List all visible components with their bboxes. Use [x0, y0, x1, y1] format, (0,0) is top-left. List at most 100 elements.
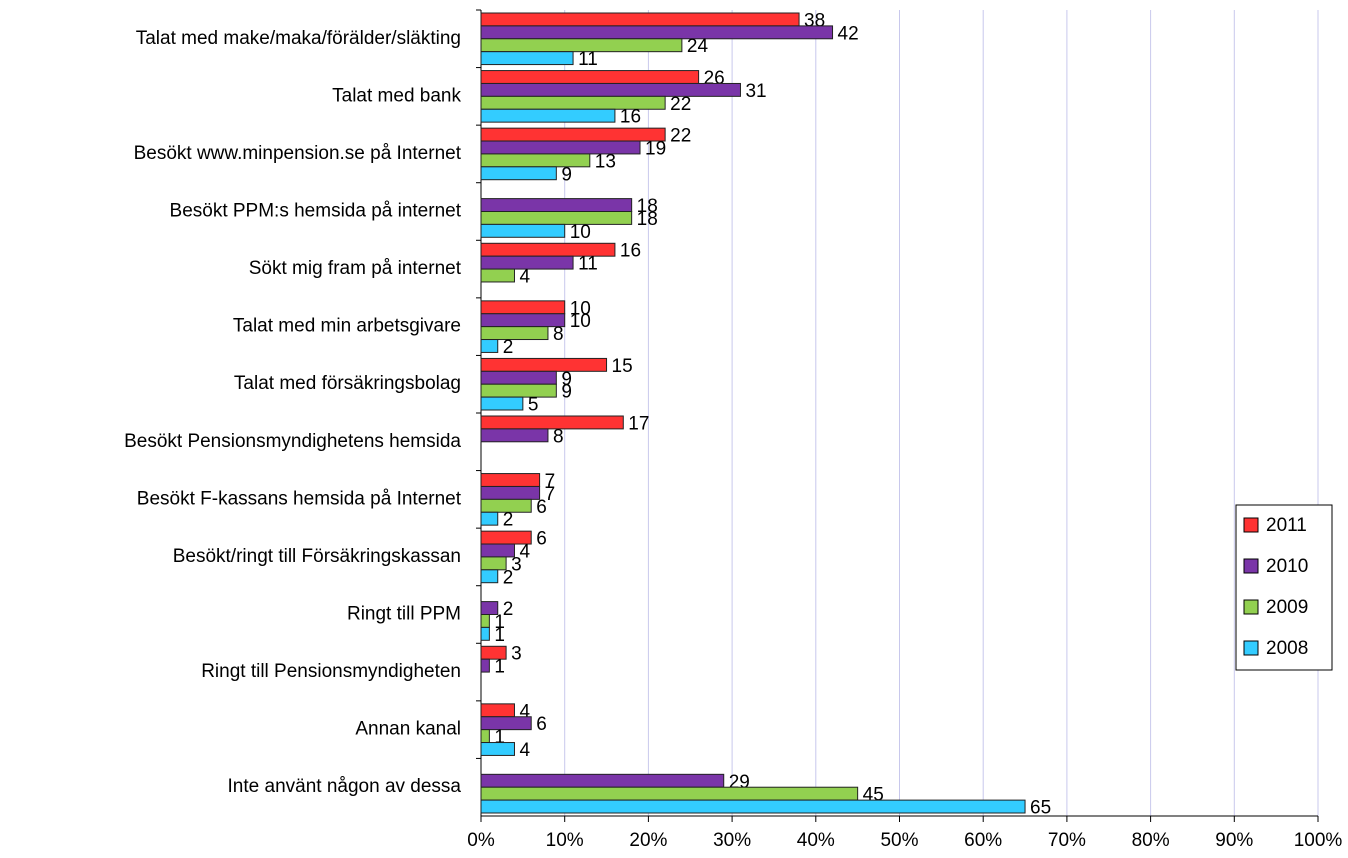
bar	[480, 339, 499, 353]
bar	[480, 12, 800, 27]
bar	[480, 473, 541, 487]
data-label: 42	[838, 23, 859, 44]
legend-label: 2011	[1266, 515, 1307, 536]
x-tick-label: 60%	[964, 830, 1002, 851]
data-label: 9	[561, 382, 572, 403]
legend-swatch	[1243, 599, 1259, 615]
data-label: 65	[1030, 798, 1051, 819]
y-tick-label: Besökt www.minpension.se på Internet	[134, 143, 462, 164]
data-label: 19	[645, 138, 666, 159]
data-label: 4	[519, 267, 530, 288]
data-label: 10	[570, 298, 591, 319]
legend-swatch	[1243, 558, 1259, 574]
data-label: 6	[536, 714, 547, 735]
bar	[480, 786, 859, 801]
data-label: 3	[511, 644, 522, 665]
data-label: 31	[745, 81, 766, 102]
bar	[480, 543, 515, 558]
bar	[480, 645, 507, 660]
x-tick-label: 70%	[1048, 830, 1086, 851]
data-label: 9	[561, 369, 572, 390]
y-tick-label: Besökt Pensionsmyndighetens hemsida	[124, 431, 461, 452]
data-label: 2	[503, 510, 514, 531]
bar	[480, 498, 532, 513]
bar	[480, 82, 741, 97]
data-label: 3	[511, 554, 522, 575]
bar	[480, 38, 683, 53]
bar	[480, 153, 591, 168]
bar	[480, 614, 490, 628]
legend-swatch	[1243, 640, 1259, 656]
bar	[480, 383, 557, 398]
x-tick-label: 90%	[1215, 830, 1253, 851]
data-label: 1	[494, 625, 505, 646]
x-tick-label: 20%	[629, 830, 667, 851]
bar	[480, 569, 499, 584]
bar	[480, 511, 499, 526]
data-label: 16	[620, 241, 641, 262]
y-tick-label: Besökt F-kassans hemsida på Internet	[137, 488, 462, 509]
y-tick-label: Besökt PPM:s hemsida på internet	[170, 201, 462, 222]
data-label: 7	[545, 484, 556, 505]
data-label: 6	[536, 529, 547, 550]
bar	[480, 658, 490, 673]
bar	[480, 108, 616, 123]
data-label: 16	[620, 107, 641, 128]
bar	[480, 198, 633, 213]
bar	[480, 326, 549, 341]
data-label: 8	[553, 426, 564, 447]
bar	[480, 370, 557, 385]
y-tick-label: Besökt/ringt till Försäkringskassan	[173, 546, 461, 567]
x-tick-label: 10%	[546, 830, 584, 851]
data-label: 4	[519, 541, 530, 562]
bar	[480, 70, 700, 84]
y-tick-label: Annan kanal	[355, 719, 461, 740]
data-label: 2	[503, 337, 514, 358]
y-tick-label: Ringt till PPM	[347, 604, 461, 625]
legend-swatch	[1243, 517, 1259, 533]
bar	[480, 742, 515, 756]
legend-label: 2010	[1266, 556, 1308, 577]
data-label: 24	[687, 36, 709, 57]
y-tick-label: Ringt till Pensionsmyndigheten	[201, 661, 461, 682]
data-label: 10	[570, 311, 591, 332]
data-label: 1	[494, 612, 505, 633]
data-label: 22	[670, 94, 691, 115]
legend-label: 2008	[1266, 638, 1308, 659]
bar	[480, 415, 624, 430]
bar	[480, 223, 566, 238]
bar	[480, 799, 1026, 814]
bar	[480, 485, 541, 500]
data-label: 11	[578, 49, 598, 70]
data-label: 17	[628, 413, 649, 434]
data-label: 15	[612, 356, 633, 377]
data-label: 13	[595, 151, 616, 172]
bar	[480, 396, 524, 411]
bar	[480, 773, 725, 788]
x-tick-label: 30%	[713, 830, 751, 851]
y-tick-label: Talat med make/maka/förälder/släkting	[136, 28, 461, 49]
x-tick-label: 0%	[467, 830, 495, 851]
bar	[480, 626, 490, 641]
bar	[480, 357, 608, 372]
bar	[480, 428, 549, 443]
data-label: 8	[553, 324, 564, 345]
x-tick-label: 40%	[797, 830, 835, 851]
y-tick-label: Inte använt någon av dessa	[228, 776, 462, 797]
data-label: 9	[561, 164, 572, 185]
data-label: 1	[494, 727, 505, 748]
data-label: 22	[670, 126, 691, 147]
bar	[480, 51, 574, 66]
bar	[480, 25, 834, 40]
y-tick-label: Talat med försäkringsbolag	[234, 373, 461, 394]
data-label: 2	[503, 567, 514, 588]
data-label: 6	[536, 497, 547, 518]
data-label: 4	[519, 701, 530, 722]
data-label: 11	[578, 254, 598, 275]
bar	[480, 716, 532, 731]
data-label: 1	[494, 657, 505, 678]
data-label: 7	[545, 471, 556, 492]
bar	[480, 268, 515, 283]
data-label: 2	[503, 599, 514, 620]
x-tick-label: 100%	[1294, 830, 1343, 851]
